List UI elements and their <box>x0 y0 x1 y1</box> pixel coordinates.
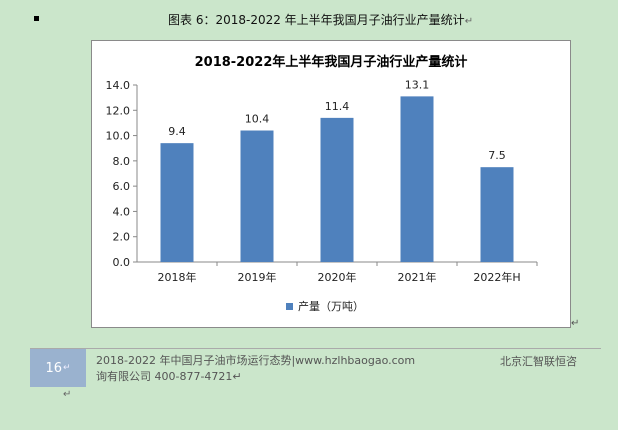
legend-swatch <box>286 303 293 310</box>
data-label: 10.4 <box>245 113 270 126</box>
chart-title: 2018-2022年上半年我国月子油行业产量统计 <box>195 54 468 70</box>
footer-return-mark: ↵ <box>63 389 72 400</box>
category-label: 2020年 <box>318 270 357 284</box>
footer-company: 北京汇智联恒咨 <box>500 355 577 368</box>
caption-return-mark: ↵ <box>464 16 474 27</box>
y-tick-label: 10.0 <box>106 130 131 143</box>
y-tick-label: 6.0 <box>113 180 131 193</box>
bar <box>240 130 274 262</box>
data-label: 13.1 <box>405 78 430 91</box>
category-label: 2018年 <box>158 270 197 284</box>
footer-line-2: 询有限公司 400-877-4721↵ <box>96 370 242 383</box>
y-tick-label: 2.0 <box>113 231 131 244</box>
category-label: 2019年 <box>238 270 277 284</box>
bar <box>480 167 514 262</box>
y-tick-label: 4.0 <box>113 205 131 218</box>
footer-text: 2018-2022 年中国月子油市场运行态势|www.hzlhbaogao.co… <box>96 353 415 385</box>
page-number: 16 <box>45 360 62 376</box>
category-label: 2022年H <box>473 270 520 284</box>
bar <box>160 143 194 262</box>
figure-caption: 图表 6：2018-2022 年上半年我国月子油行业产量统计↵ <box>168 11 473 28</box>
footer-line-1: 2018-2022 年中国月子油市场运行态势|www.hzlhbaogao.co… <box>96 354 416 367</box>
data-label: 9.4 <box>168 125 186 138</box>
legend: 产量（万吨） <box>286 299 364 313</box>
page-number-box: 16 ↵ <box>30 349 86 387</box>
y-tick-label: 0.0 <box>113 256 131 269</box>
chart-container: 2018-2022年上半年我国月子油行业产量统计 0.0 2.0 4.0 6.0 8.0… <box>91 40 571 328</box>
y-tick-label: 14.0 <box>106 79 131 92</box>
page-number-return-mark: ↵ <box>63 363 71 373</box>
bar <box>320 117 354 262</box>
bar-chart: 2018-2022年上半年我国月子油行业产量统计 0.0 2.0 4.0 6.0 8.0… <box>106 54 538 313</box>
legend-label: 产量（万吨） <box>298 299 364 313</box>
chart-return-mark: ↵ <box>571 318 580 329</box>
bars-group: 9.4 10.4 11.4 13.1 7.5 <box>160 78 514 262</box>
data-label: 11.4 <box>325 100 350 113</box>
bar <box>400 96 434 262</box>
data-label: 7.5 <box>488 149 506 162</box>
axis-group: 0.0 2.0 4.0 6.0 8.0 10.0 12.0 14.0 2018年 2019年 202… <box>106 79 538 284</box>
footer-divider <box>30 348 601 349</box>
caption-text: 图表 6：2018-2022 年上半年我国月子油行业产量统计 <box>168 13 465 27</box>
list-bullet <box>34 16 39 21</box>
category-label: 2021年 <box>398 270 437 284</box>
y-tick-label: 12.0 <box>106 104 131 117</box>
y-tick-label: 8.0 <box>113 155 131 168</box>
